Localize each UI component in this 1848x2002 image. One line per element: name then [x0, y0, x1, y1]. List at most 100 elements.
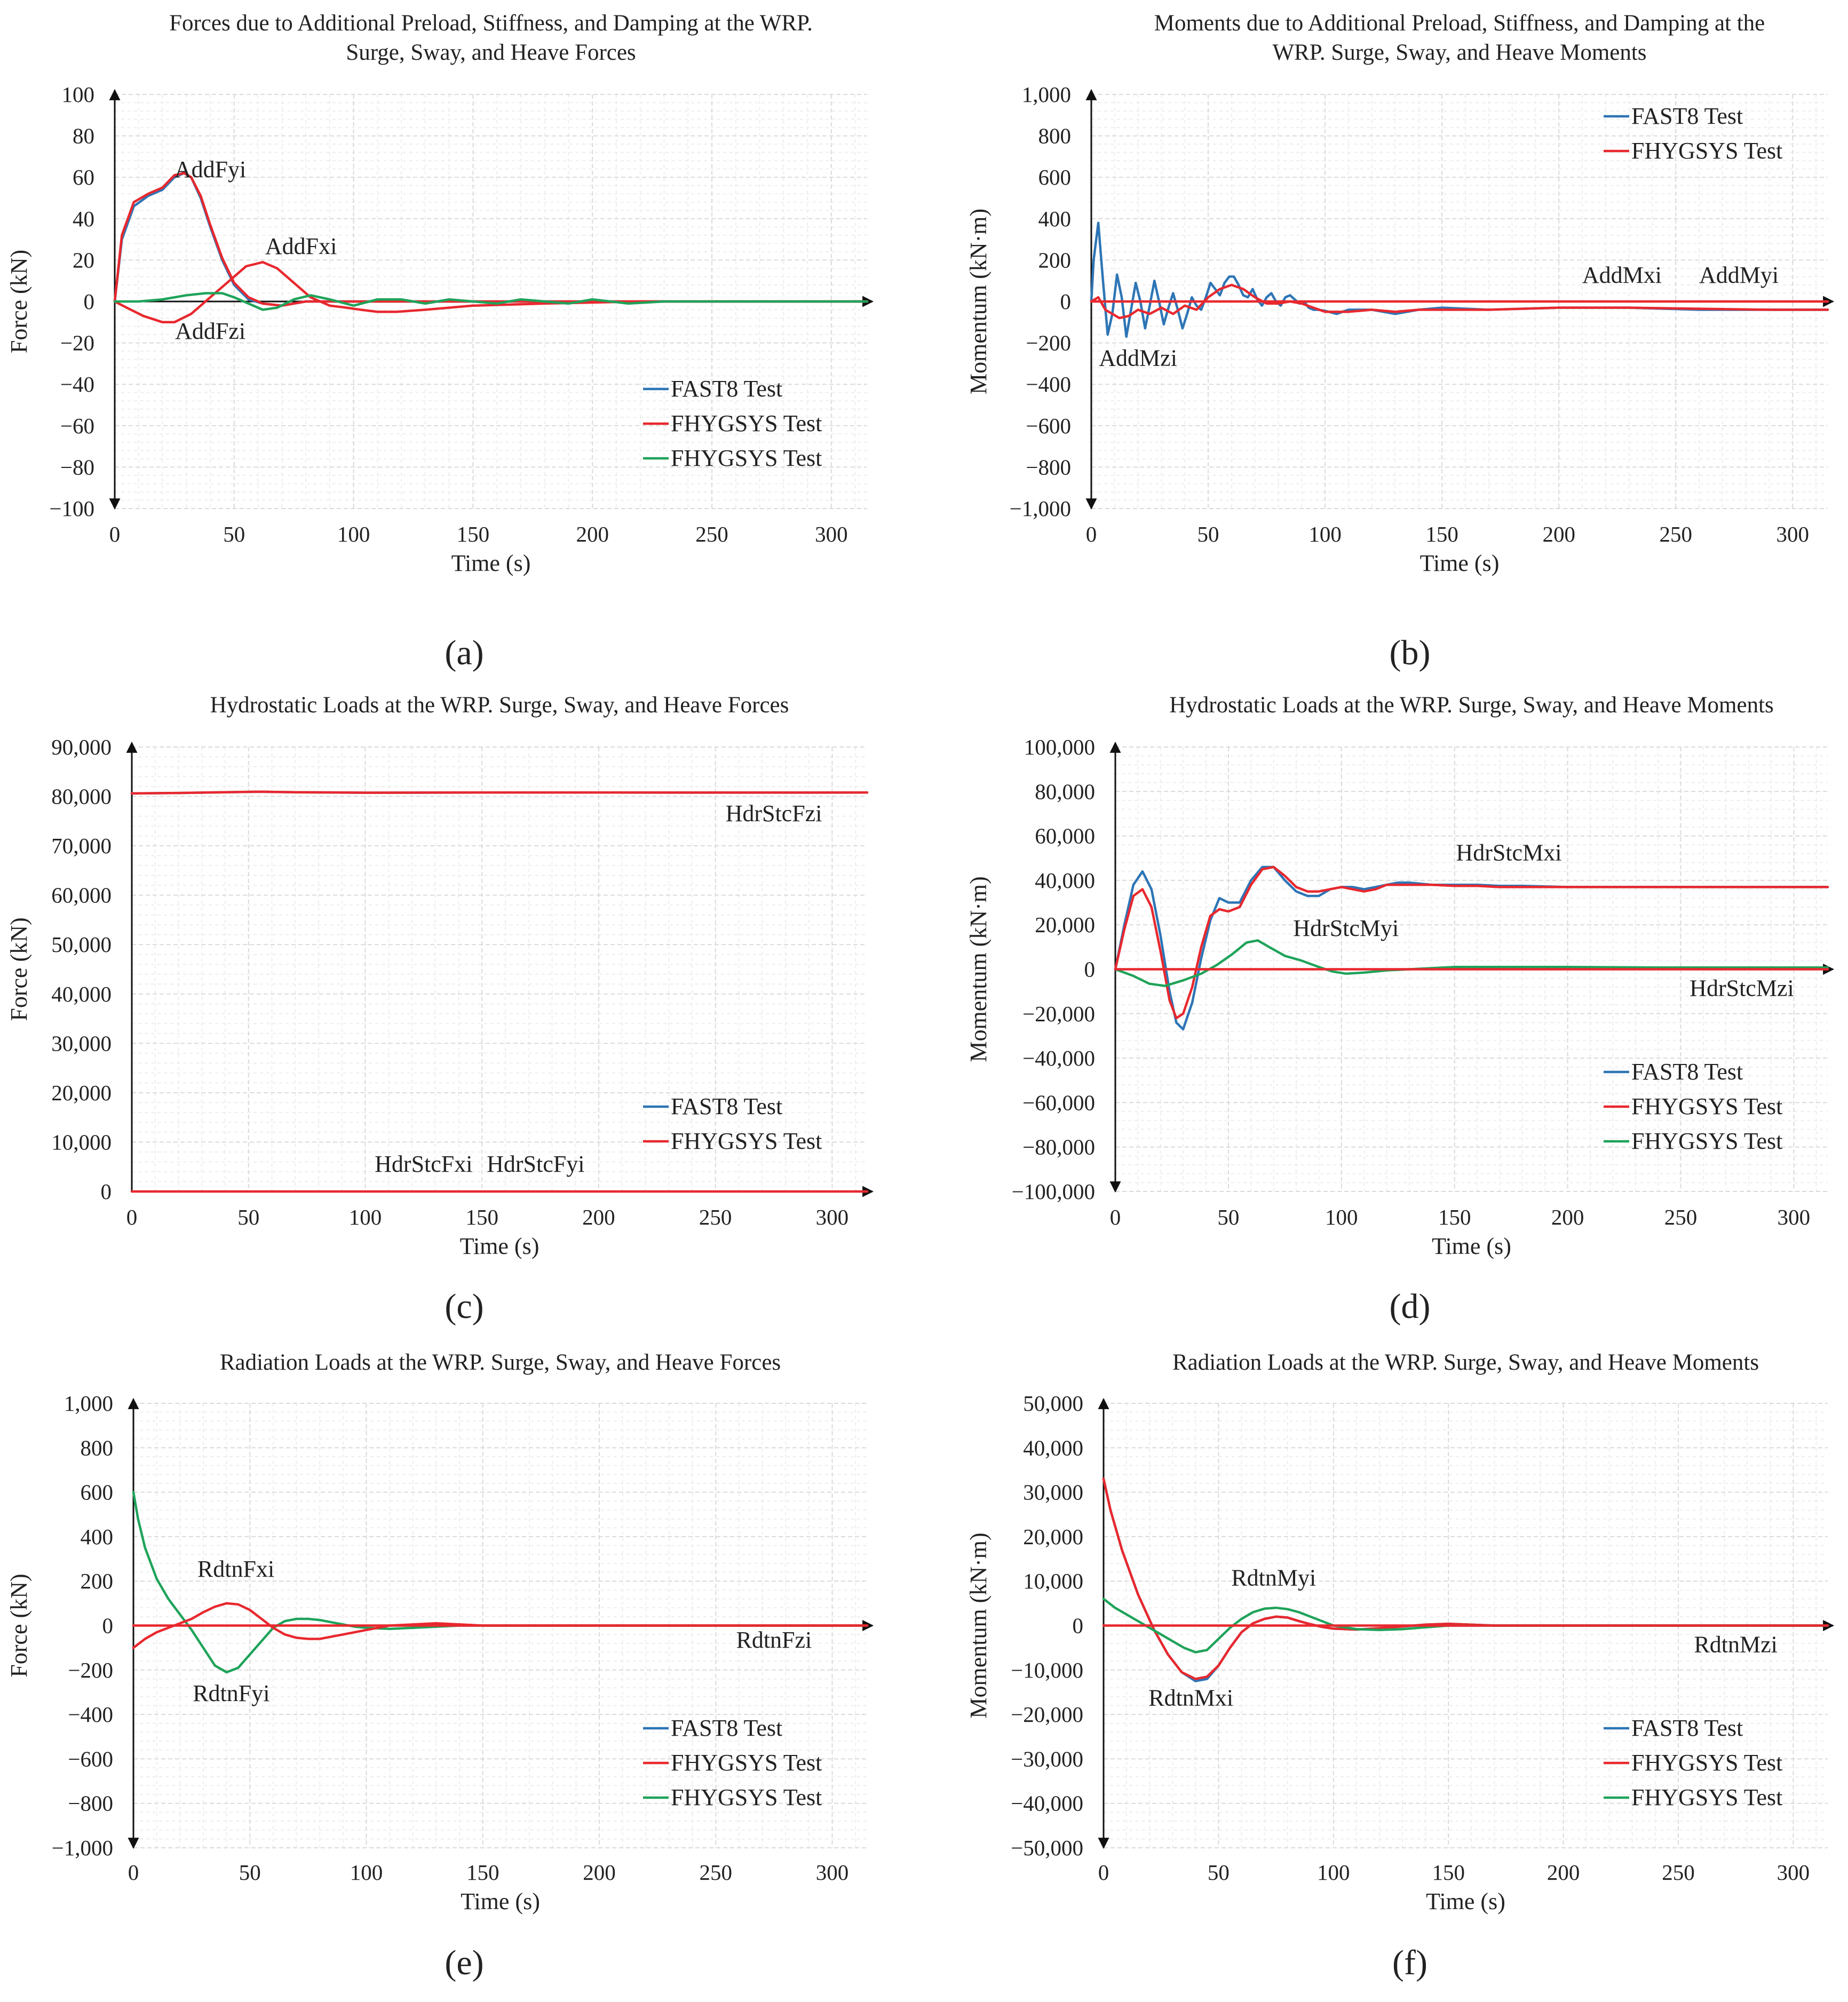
y-tick-label: −50,000: [1011, 1836, 1083, 1860]
x-tick-label: 250: [1662, 1860, 1695, 1885]
series-line: [1114, 865, 1829, 1020]
x-tick-label: 150: [1425, 522, 1458, 546]
series-line: [1114, 865, 1829, 1031]
x-tick-label: 100: [1317, 1860, 1350, 1885]
y-tick-label: −1,000: [1010, 496, 1071, 521]
legend-label: FAST8 Test: [671, 376, 782, 402]
legend-label: FHYGSYS Test: [671, 1128, 822, 1154]
legend-label: FHYGSYS Test: [1631, 1784, 1782, 1810]
x-tick-label: 150: [465, 1205, 498, 1229]
y-tick-label: 90,000: [51, 735, 112, 759]
y-tick-label: 40,000: [51, 982, 112, 1006]
series-group: [113, 172, 869, 324]
y-tick-label: 80,000: [51, 784, 112, 809]
y-tick-label: −400: [1026, 372, 1071, 396]
y-tick-label: 200: [81, 1569, 114, 1593]
y-tick-label: 40: [73, 206, 94, 231]
y-tick-label: 60,000: [51, 883, 112, 908]
y-tick-label: 70,000: [51, 833, 112, 858]
y-tick-label: 100,000: [1024, 735, 1095, 759]
x-tick-label: 200: [1542, 522, 1575, 546]
y-tick-label: 400: [1038, 206, 1072, 231]
x-tick-label: 250: [1664, 1205, 1698, 1229]
series-group: [132, 1491, 869, 1674]
panel-caption: (d): [1390, 1287, 1431, 1326]
legend-label: FHYGSYS Test: [671, 445, 822, 471]
x-tick-label: 100: [1325, 1205, 1358, 1229]
y-axis-label: Force (kN): [6, 250, 32, 353]
series-annotation: HdrStcFxi: [375, 1151, 472, 1177]
x-axis-label: Time (s): [1426, 1888, 1505, 1914]
series-annotation: AddFzi: [175, 318, 245, 344]
series-group: [1090, 221, 1829, 338]
x-tick-label: 200: [582, 1205, 615, 1229]
x-tick-label: 0: [128, 1860, 139, 1885]
series-annotation: RdtnMxi: [1148, 1685, 1233, 1711]
y-tick-label: 30,000: [1023, 1480, 1083, 1505]
series-group: [1114, 865, 1829, 1031]
x-tick-label: 250: [695, 522, 728, 546]
y-tick-label: 10,000: [1023, 1569, 1083, 1593]
y-tick-label: 20,000: [51, 1081, 112, 1105]
legend: FAST8 Test FHYGSYS Test FHYGSYS Test: [1604, 1059, 1782, 1154]
y-tick-label: 80,000: [1035, 779, 1095, 804]
x-axis-label: Time (s): [1420, 550, 1500, 576]
x-tick-label: 150: [1432, 1860, 1465, 1885]
y-tick-label: −40: [60, 372, 94, 396]
x-tick-label: 200: [583, 1860, 616, 1885]
series-annotation: RdtnFyi: [193, 1680, 269, 1706]
y-axis-label: Force (kN): [6, 1574, 32, 1677]
x-tick-label: 50: [239, 1860, 261, 1885]
series-line: [1114, 939, 1829, 987]
legend-label: FHYGSYS Test: [671, 1784, 822, 1810]
x-tick-label: 200: [1551, 1205, 1584, 1229]
y-axis-label: Momentum (kN·m): [965, 1532, 992, 1718]
series-line: [1102, 1598, 1829, 1654]
y-tick-label: 400: [81, 1524, 114, 1549]
x-tick-label: 50: [1197, 522, 1219, 546]
y-tick-label: 200: [1038, 248, 1072, 272]
y-axis-label: Momentum (kN·m): [965, 876, 992, 1062]
y-tick-label: 0: [1060, 289, 1072, 314]
legend-label: FHYGSYS Test: [1631, 138, 1782, 164]
grid-lines: [1103, 1403, 1828, 1848]
chart-panel-d: Hydrostatic Loads at the WRP. Surge, Swa…: [965, 693, 1835, 1326]
y-tick-label: 20,000: [1035, 912, 1095, 937]
series-annotation: AddFyi: [175, 156, 246, 182]
panel-caption: (e): [445, 1943, 483, 1982]
series-annotation: RdtnMyi: [1231, 1565, 1316, 1591]
chart-panel-b: Moments due to Additional Preload, Stiff…: [965, 11, 1835, 672]
x-tick-label: 200: [1547, 1860, 1580, 1885]
y-tick-label: 40,000: [1035, 868, 1095, 893]
y-tick-label: 50,000: [1023, 1391, 1083, 1416]
x-tick-label: 50: [1208, 1860, 1230, 1885]
x-tick-label: 50: [223, 522, 245, 546]
x-tick-label: 250: [699, 1205, 732, 1229]
y-tick-label: 1,000: [64, 1391, 113, 1416]
chart-panel-f: Radiation Loads at the WRP. Surge, Sway,…: [965, 1350, 1835, 1982]
series-annotation: HdrStcMyi: [1293, 915, 1399, 941]
x-tick-label: 100: [337, 522, 370, 546]
series-annotation: AddMyi: [1699, 262, 1779, 288]
series-annotation: RdtnFzi: [736, 1627, 812, 1653]
y-tick-label: 80: [73, 124, 94, 148]
series-annotation: AddMzi: [1099, 345, 1177, 371]
y-tick-label: −40,000: [1022, 1046, 1095, 1070]
legend-label: FAST8 Test: [671, 1093, 782, 1119]
legend-label: FAST8 Test: [671, 1715, 782, 1741]
x-tick-label: 300: [815, 522, 848, 546]
x-tick-label: 300: [1778, 1205, 1811, 1229]
panel-caption: (f): [1392, 1943, 1427, 1982]
chart-title-line: Hydrostatic Loads at the WRP. Surge, Swa…: [210, 693, 789, 718]
y-tick-label: 800: [81, 1435, 114, 1460]
series-group: [1102, 1477, 1829, 1682]
legend: FAST8 Test FHYGSYS Test FHYGSYS Test: [643, 376, 822, 471]
chart-panel-a: Forces due to Additional Preload, Stiffn…: [6, 11, 874, 672]
legend-label: FHYGSYS Test: [671, 1750, 822, 1776]
x-tick-label: 200: [576, 522, 609, 546]
y-tick-label: −20: [60, 331, 94, 355]
series-group: [130, 790, 869, 1193]
grid-lines: [133, 1403, 867, 1848]
x-tick-label: 50: [1217, 1205, 1239, 1229]
